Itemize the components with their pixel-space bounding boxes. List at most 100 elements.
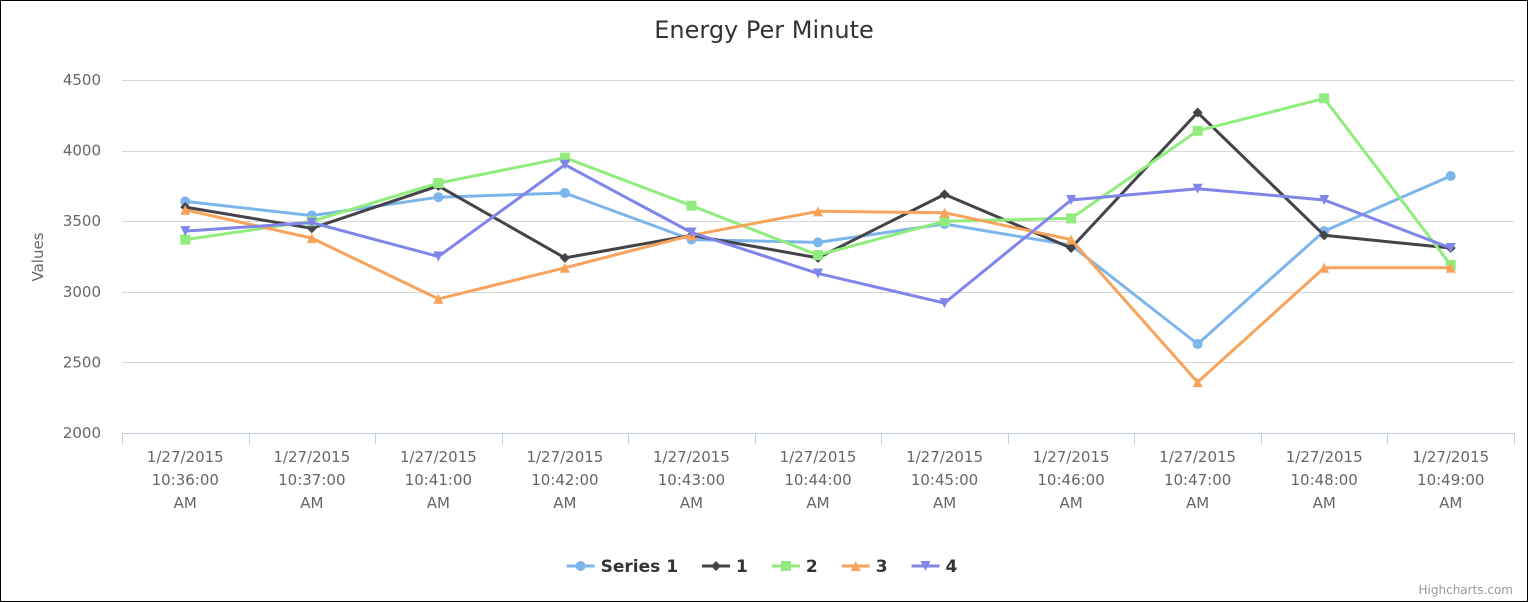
data-point[interactable] bbox=[180, 196, 191, 207]
data-point[interactable] bbox=[1192, 125, 1203, 136]
data-point[interactable] bbox=[1192, 183, 1203, 194]
y-axis-ticks: 2000 2500 3000 3500 4000 4500 bbox=[63, 71, 101, 442]
x-tick-label-line: 10:47:00 bbox=[1164, 471, 1231, 489]
data-point[interactable] bbox=[433, 251, 444, 262]
legend-marker bbox=[711, 561, 722, 571]
x-tick-label-line: AM bbox=[806, 494, 829, 512]
legend-label: 3 bbox=[876, 557, 888, 577]
data-point[interactable] bbox=[1319, 195, 1330, 206]
data-point[interactable] bbox=[559, 159, 570, 170]
data-point[interactable] bbox=[1066, 195, 1077, 206]
data-point[interactable] bbox=[180, 234, 191, 245]
data-point[interactable] bbox=[939, 189, 950, 200]
data-point[interactable] bbox=[1445, 262, 1456, 273]
x-tick-label-line: 1/27/2015 bbox=[1159, 448, 1236, 466]
data-point[interactable] bbox=[1445, 171, 1456, 182]
data-point[interactable] bbox=[180, 204, 191, 215]
x-tick-label: 1/27/2015 10:41:00 AM bbox=[400, 448, 477, 512]
x-tick-label-line: 1/27/2015 bbox=[400, 448, 477, 466]
legend-item[interactable]: 2 bbox=[771, 557, 818, 577]
data-point[interactable] bbox=[813, 206, 823, 217]
x-tick-label-line: 10:45:00 bbox=[911, 471, 978, 489]
data-point[interactable] bbox=[559, 152, 570, 163]
series-line[interactable] bbox=[183, 208, 1453, 384]
series-3[interactable] bbox=[180, 204, 1456, 388]
x-tick-label-line: AM bbox=[933, 494, 956, 512]
data-point[interactable] bbox=[813, 237, 823, 248]
gridlines bbox=[122, 80, 1514, 363]
legend-label: 4 bbox=[946, 557, 958, 577]
legend-marker bbox=[920, 561, 931, 571]
data-point[interactable] bbox=[1319, 230, 1330, 241]
y-tick-label: 2000 bbox=[63, 424, 101, 442]
x-tick-label-line: 10:46:00 bbox=[1037, 471, 1104, 489]
x-tick-label-line: AM bbox=[1313, 494, 1336, 512]
x-tick-label: 1/27/2015 10:49:00 AM bbox=[1412, 448, 1489, 512]
x-tick-label-line: 10:49:00 bbox=[1417, 471, 1484, 489]
x-tick-label-line: 10:41:00 bbox=[405, 471, 472, 489]
legend-item[interactable]: 4 bbox=[911, 557, 958, 577]
data-point[interactable] bbox=[1319, 262, 1330, 273]
y-axis-title: Values bbox=[29, 232, 47, 281]
y-tick-label: 3000 bbox=[63, 283, 101, 301]
legend-marker bbox=[780, 561, 791, 571]
credits-link[interactable]: Highcharts.com bbox=[1419, 583, 1513, 597]
y-tick-label: 3500 bbox=[63, 212, 101, 230]
x-tick-label-line: AM bbox=[680, 494, 703, 512]
x-tick-label-line: AM bbox=[1059, 494, 1082, 512]
data-point[interactable] bbox=[559, 187, 570, 198]
x-tick-label-line: 1/27/2015 bbox=[780, 448, 857, 466]
x-tick-label: 1/27/2015 10:46:00 AM bbox=[1033, 448, 1110, 512]
series-line[interactable] bbox=[183, 163, 1453, 305]
data-point[interactable] bbox=[1192, 339, 1203, 350]
legend-item[interactable]: 3 bbox=[841, 557, 888, 577]
x-tick-label-line: AM bbox=[1186, 494, 1209, 512]
y-tick-label: 2500 bbox=[63, 353, 101, 371]
x-tick-label: 1/27/2015 10:36:00 AM bbox=[147, 448, 224, 512]
x-tick-label: 1/27/2015 10:45:00 AM bbox=[906, 448, 983, 512]
x-tick-label: 1/27/2015 10:48:00 AM bbox=[1286, 448, 1363, 512]
legend-label: 1 bbox=[736, 557, 748, 577]
data-point[interactable] bbox=[686, 227, 697, 238]
data-point[interactable] bbox=[180, 226, 191, 237]
x-axis: 1/27/2015 10:36:00 AM1/27/2015 10:37:00 AM1/… bbox=[122, 433, 1515, 512]
data-point[interactable] bbox=[813, 268, 823, 279]
legend-label: Series 1 bbox=[601, 557, 678, 577]
series-4[interactable] bbox=[180, 159, 1456, 309]
x-tick-label-line: 1/27/2015 bbox=[273, 448, 350, 466]
data-point[interactable] bbox=[559, 252, 570, 263]
data-point[interactable] bbox=[813, 250, 823, 261]
legend-marker bbox=[575, 561, 586, 571]
data-point[interactable] bbox=[1066, 213, 1077, 224]
data-point[interactable] bbox=[939, 216, 950, 227]
x-tick-label-line: 1/27/2015 bbox=[653, 448, 730, 466]
data-point[interactable] bbox=[1192, 107, 1203, 118]
data-point[interactable] bbox=[559, 262, 570, 273]
x-tick-label-line: 1/27/2015 bbox=[147, 448, 224, 466]
data-point[interactable] bbox=[1319, 93, 1330, 104]
series-line[interactable] bbox=[183, 111, 1453, 260]
data-point[interactable] bbox=[686, 200, 697, 211]
data-point[interactable] bbox=[1066, 243, 1077, 254]
x-tick-label-line: 10:44:00 bbox=[784, 471, 851, 489]
data-point[interactable] bbox=[306, 233, 317, 244]
data-point[interactable] bbox=[1192, 377, 1203, 388]
data-point[interactable] bbox=[1445, 243, 1456, 254]
legend-item[interactable]: Series 1 bbox=[566, 557, 678, 577]
data-point[interactable] bbox=[433, 178, 444, 189]
data-point[interactable] bbox=[433, 293, 444, 304]
data-point[interactable] bbox=[939, 298, 950, 309]
x-tick-label: 1/27/2015 10:37:00 AM bbox=[273, 448, 350, 512]
legend[interactable]: Series 1 1 2 3 4 bbox=[566, 557, 958, 577]
legend-item[interactable]: 1 bbox=[702, 557, 748, 577]
legend-label: 2 bbox=[806, 557, 818, 577]
data-point[interactable] bbox=[433, 192, 444, 203]
data-point[interactable] bbox=[1066, 234, 1077, 245]
data-point[interactable] bbox=[306, 217, 317, 228]
data-point[interactable] bbox=[939, 207, 950, 218]
x-tick-label-line: 10:36:00 bbox=[152, 471, 219, 489]
y-tick-label: 4500 bbox=[63, 71, 101, 89]
x-tick-label-line: 10:48:00 bbox=[1290, 471, 1357, 489]
